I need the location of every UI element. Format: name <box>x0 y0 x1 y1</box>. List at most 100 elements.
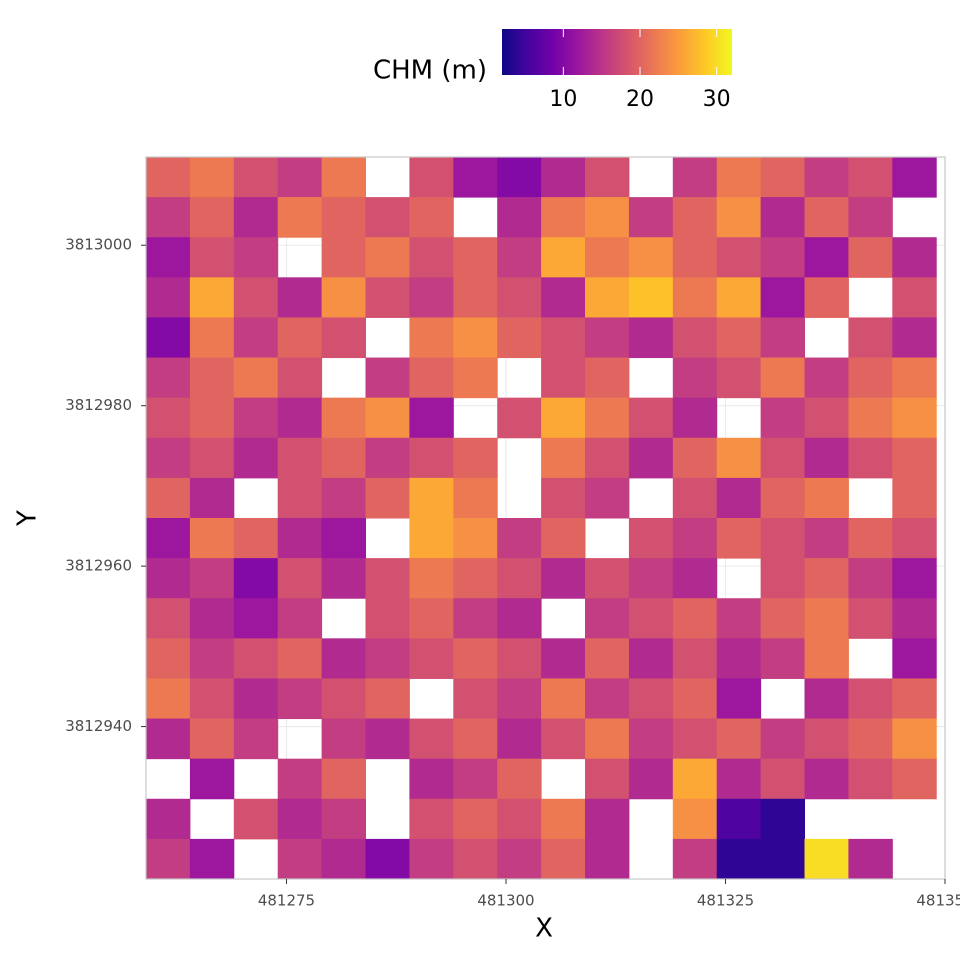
raster-cell <box>189 518 235 559</box>
panel-border <box>145 156 946 880</box>
raster-cell <box>541 477 586 519</box>
raster-cell <box>409 558 454 599</box>
raster-cell <box>233 437 279 479</box>
raster-cell <box>277 638 323 679</box>
raster-cell <box>760 317 806 359</box>
raster-cell <box>716 157 762 198</box>
raster-cell <box>541 277 586 318</box>
raster-cell <box>585 477 630 519</box>
raster-cell <box>672 477 718 519</box>
raster-cell <box>497 838 542 879</box>
y-tick-label: 3812940 <box>65 717 132 735</box>
raster-cell <box>189 678 235 720</box>
raster-cell <box>277 157 323 198</box>
raster-cell <box>365 638 410 679</box>
raster-cell <box>848 237 893 278</box>
raster-cell <box>233 518 279 559</box>
raster-cell <box>672 638 718 679</box>
raster-cell <box>365 277 410 318</box>
raster-cell <box>628 518 674 559</box>
raster-cell <box>672 678 718 720</box>
raster-cell <box>453 477 498 519</box>
raster-cell <box>716 477 762 519</box>
raster-cell <box>453 237 498 278</box>
raster-cell <box>541 518 586 559</box>
raster-cell <box>804 678 849 720</box>
raster-cell <box>233 397 279 439</box>
raster-cell <box>585 598 630 639</box>
raster-cell <box>189 598 235 639</box>
raster-cell <box>541 397 586 439</box>
raster-cell <box>716 237 762 278</box>
raster-cell <box>804 237 849 278</box>
raster-cell <box>716 718 762 760</box>
raster-cell <box>365 718 410 760</box>
raster-cell <box>760 838 806 879</box>
raster-cell <box>585 277 630 318</box>
raster-cell <box>892 518 937 559</box>
raster-cell <box>146 157 191 198</box>
raster-cell <box>189 477 235 519</box>
raster-cell <box>672 237 718 278</box>
raster-cell <box>804 718 849 760</box>
raster-cell <box>585 558 630 599</box>
raster-cell <box>672 437 718 479</box>
raster-cell <box>497 277 542 318</box>
raster-cell <box>189 718 235 760</box>
raster-cell <box>716 798 762 840</box>
raster-cell <box>760 357 806 399</box>
raster-cell <box>892 598 937 639</box>
raster-cell <box>409 718 454 760</box>
raster-cell <box>892 237 937 278</box>
raster-cell <box>672 598 718 639</box>
raster-cell <box>277 798 323 840</box>
raster-cell <box>628 397 674 439</box>
raster-cell <box>365 678 410 720</box>
raster-cell <box>716 518 762 559</box>
raster-cell <box>146 718 191 760</box>
x-axis-title: X <box>535 914 553 944</box>
raster-cell <box>628 197 674 238</box>
raster-cell <box>277 357 323 399</box>
raster-cell <box>804 477 849 519</box>
raster-cell <box>321 397 367 439</box>
raster-cell <box>189 638 235 679</box>
raster-cell <box>146 678 191 720</box>
raster-cell <box>277 477 323 519</box>
raster-cell <box>497 237 542 278</box>
raster-cell <box>628 598 674 639</box>
raster-cell <box>497 197 542 238</box>
raster-cell <box>453 518 498 559</box>
raster-cell <box>716 838 762 879</box>
raster-cell <box>672 838 718 879</box>
raster-cell <box>672 277 718 318</box>
raster-cell <box>409 237 454 278</box>
raster-cell <box>146 197 191 238</box>
raster-cell <box>760 197 806 238</box>
raster-cell <box>541 718 586 760</box>
raster-cell <box>760 518 806 559</box>
raster-cell <box>892 437 937 479</box>
raster-cell <box>146 477 191 519</box>
raster-cell <box>146 798 191 840</box>
raster-cell <box>409 357 454 399</box>
raster-cell <box>848 558 893 599</box>
raster-cell <box>892 758 937 800</box>
raster-cell <box>233 718 279 760</box>
raster-cell <box>453 558 498 599</box>
colorbar-tick-label: 20 <box>626 87 654 112</box>
raster-cell <box>716 437 762 479</box>
raster-cell <box>277 197 323 238</box>
raster-cell <box>453 157 498 198</box>
raster-cell <box>146 357 191 399</box>
raster-cell <box>277 598 323 639</box>
raster-cell <box>233 598 279 639</box>
raster-cell <box>760 277 806 318</box>
raster-cell <box>804 197 849 238</box>
raster-cell <box>277 558 323 599</box>
raster-cell <box>541 357 586 399</box>
raster-cell <box>716 357 762 399</box>
x-tick-label: 481275 <box>258 892 315 910</box>
raster-cell <box>585 237 630 278</box>
raster-cell <box>672 518 718 559</box>
